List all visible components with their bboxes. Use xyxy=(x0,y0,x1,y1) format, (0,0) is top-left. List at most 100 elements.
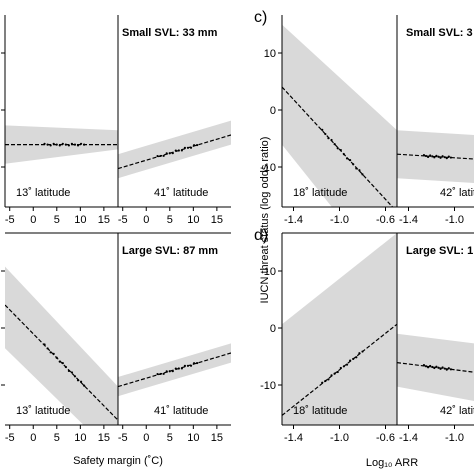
y-tick-label: 0 xyxy=(270,105,276,117)
data-point-b1 xyxy=(79,380,83,383)
corner-label-b1: 13˚ latitude xyxy=(16,405,70,417)
data-point-a2 xyxy=(168,152,171,155)
data-point-d1 xyxy=(345,363,349,366)
data-point-d2 xyxy=(449,368,452,371)
y-tick-label: 10 xyxy=(264,266,276,278)
corner-label-d2: 42˚ latitude xyxy=(440,405,474,417)
data-point-d2 xyxy=(445,368,448,371)
data-point-d2 xyxy=(424,365,428,368)
data-point-b1 xyxy=(46,347,49,350)
confidence-band-a2 xyxy=(118,120,231,179)
data-point-a2 xyxy=(183,146,187,149)
fit-line-b2 xyxy=(118,352,231,388)
x-tick-label: 5 xyxy=(167,214,173,226)
data-point-c1 xyxy=(358,169,361,172)
data-point-c1 xyxy=(330,138,333,142)
tick-marks xyxy=(1,52,455,429)
data-point-a2 xyxy=(174,149,177,152)
data-point-d1 xyxy=(333,372,336,375)
x-tick-label: 0 xyxy=(30,432,36,444)
data-point-b2 xyxy=(159,372,162,376)
data-point-b2 xyxy=(180,367,183,370)
fit-line-c2 xyxy=(397,153,474,160)
x-tick-label: -1.4 xyxy=(399,432,418,444)
corner-label-a2: 41˚ latitude xyxy=(154,187,208,199)
data-point-d1 xyxy=(352,357,355,361)
data-point-d2 xyxy=(433,366,436,370)
data-point-b1 xyxy=(70,371,74,374)
panel-b2 xyxy=(118,343,231,397)
data-point-c2 xyxy=(422,153,426,157)
data-point-d2 xyxy=(426,366,430,369)
x-tick-label: -0.6 xyxy=(376,432,395,444)
data-point-b1 xyxy=(73,375,77,378)
data-point-d1 xyxy=(361,350,364,353)
data-point-b2 xyxy=(171,370,174,373)
data-point-a1 xyxy=(79,142,83,145)
data-point-c1 xyxy=(345,157,349,160)
data-point-d2 xyxy=(441,366,444,369)
data-point-d2 xyxy=(431,365,434,369)
x-tick-label: 0 xyxy=(143,432,149,444)
data-point-a1 xyxy=(58,144,61,147)
x-tick-label: -1.4 xyxy=(284,214,303,226)
data-point-b2 xyxy=(196,361,199,365)
fit-line-b1 xyxy=(5,304,118,421)
data-point-b2 xyxy=(156,372,159,376)
x-tick-label: 15 xyxy=(98,432,110,444)
y-tick-label: 0 xyxy=(270,323,276,335)
y-tick-label: -10 xyxy=(260,380,276,392)
data-point-b2 xyxy=(192,362,196,365)
y-tick-label: 10 xyxy=(264,48,276,60)
plot-layer xyxy=(5,24,474,425)
x-tick-label: -0.6 xyxy=(376,214,395,226)
data-point-c1 xyxy=(321,128,324,131)
left-x-axis-title: Safety margin (˚C) xyxy=(73,455,163,467)
data-point-d1 xyxy=(339,366,342,370)
data-point-a1 xyxy=(83,143,86,146)
x-tick-label: 5 xyxy=(167,432,173,444)
data-point-a1 xyxy=(49,144,52,147)
x-tick-label: 15 xyxy=(98,214,110,226)
fit-line-d2 xyxy=(397,362,474,373)
data-point-a1 xyxy=(76,144,80,147)
x-tick-label: -5 xyxy=(118,432,128,444)
data-point-b2 xyxy=(189,364,193,367)
data-point-d1 xyxy=(336,370,339,374)
data-point-c1 xyxy=(342,153,346,156)
data-point-c1 xyxy=(339,148,342,152)
x-tick-label: 10 xyxy=(187,432,199,444)
x-tick-label: 10 xyxy=(187,214,199,226)
x-tick-label: 5 xyxy=(54,432,60,444)
data-point-c1 xyxy=(352,163,355,166)
data-point-b1 xyxy=(64,365,67,369)
confidence-band-c1 xyxy=(282,24,397,207)
data-point-b2 xyxy=(183,364,187,367)
corner-label-d1: 18˚ latitude xyxy=(293,405,347,417)
x-tick-label: 5 xyxy=(54,214,60,226)
panel-letter-d: d) xyxy=(254,227,268,244)
data-point-b1 xyxy=(49,351,52,354)
right-x-axis-title: Log₁₀ ARR xyxy=(366,457,418,469)
data-point-b1 xyxy=(61,362,64,365)
data-point-d1 xyxy=(327,378,330,381)
x-tick-label: -1.0 xyxy=(330,432,349,444)
left-bottom-svl-label: Large SVL: 87 mm xyxy=(122,245,218,257)
data-point-a2 xyxy=(165,152,168,155)
data-point-c2 xyxy=(441,155,444,158)
data-point-c1 xyxy=(361,173,364,176)
data-point-b1 xyxy=(43,343,46,346)
data-point-c2 xyxy=(437,155,440,158)
data-point-c2 xyxy=(424,154,428,158)
data-point-c2 xyxy=(433,156,436,159)
data-point-d1 xyxy=(358,352,361,355)
data-point-b2 xyxy=(174,367,177,370)
x-tick-label: -1.4 xyxy=(284,432,303,444)
panel-a2 xyxy=(118,120,231,179)
x-tick-label: 0 xyxy=(143,214,149,226)
data-point-b2 xyxy=(162,372,165,375)
data-point-a1 xyxy=(61,142,64,145)
data-point-a2 xyxy=(171,152,174,155)
data-point-a1 xyxy=(52,142,55,145)
